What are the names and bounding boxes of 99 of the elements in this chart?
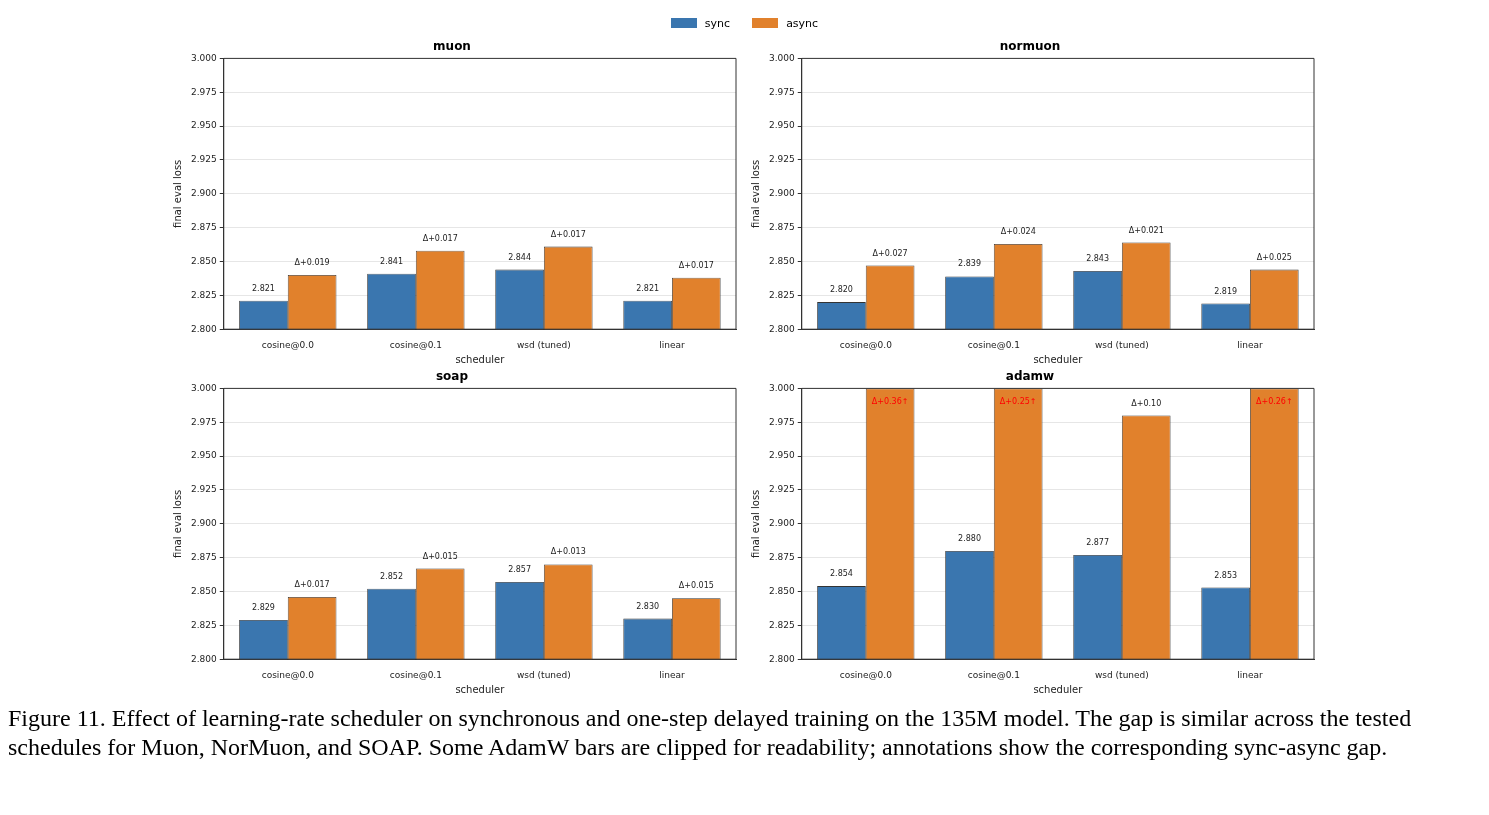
y-axis-title: final eval loss (171, 489, 183, 558)
y-tick-label: 2.800 (191, 653, 218, 664)
x-tick-label: wsd (tuned) (1094, 669, 1149, 680)
data-label: Δ+0.027 (872, 248, 908, 258)
y-tick-label: 2.825 (769, 619, 795, 630)
data-label: 2.830 (636, 601, 660, 611)
y-tick-label: 2.950 (191, 450, 218, 461)
y-tick-label: 2.925 (769, 484, 795, 495)
data-label: Δ+0.021 (1128, 225, 1164, 235)
data-label: 2.820 (830, 285, 853, 295)
x-tick-label: linear (659, 339, 685, 350)
y-tick-label: 2.900 (191, 518, 218, 529)
x-tick-label: wsd (tuned) (516, 339, 571, 350)
data-label: 2.877 (1086, 538, 1110, 548)
y-tick-label: 3.000 (191, 52, 218, 63)
data-label: Δ+0.025 (1256, 252, 1292, 262)
y-tick-label: 2.950 (191, 120, 218, 131)
y-tick-label: 2.825 (191, 289, 217, 300)
x-tick-label: linear (1237, 669, 1263, 680)
caption: Figure 11. Effect of learning-rate scheduler on synchronous and one-step delayed training on the 135M model. The gap is similar across the tested schedules for Muon, NorMuon, and SOAP. Some AdamW bars are clipped for readability; annotations show the corresponding sync-async gap. (8, 704, 1413, 762)
data-label: 2.829 (252, 603, 275, 613)
chart-title: adamw (1005, 369, 1055, 384)
y-tick-label: 2.800 (769, 323, 796, 334)
y-tick-label: 2.800 (769, 653, 796, 664)
data-label: 2.844 (508, 252, 532, 262)
data-label: 2.852 (380, 571, 403, 581)
x-tick-label: wsd (tuned) (516, 669, 571, 680)
legend-label: async (786, 16, 819, 30)
data-label: 2.880 (958, 533, 981, 543)
x-axis-title: scheduler (455, 353, 506, 365)
data-label: 2.839 (958, 259, 981, 269)
y-tick-label: 2.825 (191, 619, 217, 630)
x-tick-label: cosine@0.1 (389, 669, 442, 680)
y-tick-label: 2.900 (769, 518, 796, 529)
y-tick-label: 2.950 (769, 120, 796, 131)
data-label: Δ+0.25↑ (999, 397, 1037, 407)
y-tick-label: 3.000 (769, 382, 796, 393)
x-tick-label: cosine@0.0 (839, 339, 893, 350)
y-tick-label: 2.975 (191, 86, 217, 97)
y-axis-title: final eval loss (749, 489, 761, 558)
y-tick-label: 2.875 (769, 221, 795, 232)
y-tick-label: 2.850 (191, 585, 218, 596)
x-tick-label: cosine@0.1 (389, 339, 442, 350)
data-label: Δ+0.013 (550, 547, 586, 557)
legend-label: sync (704, 16, 731, 30)
y-tick-label: 2.850 (191, 255, 218, 266)
y-tick-label: 2.800 (191, 323, 218, 334)
y-tick-label: 2.850 (769, 585, 796, 596)
x-tick-label: cosine@0.0 (839, 669, 893, 680)
x-axis-title: scheduler (1033, 683, 1084, 695)
x-tick-label: cosine@0.0 (261, 339, 315, 350)
y-tick-label: 2.950 (769, 450, 796, 461)
x-tick-label: linear (659, 669, 685, 680)
y-tick-label: 2.975 (769, 86, 795, 97)
data-label: Δ+0.017 (294, 579, 330, 589)
data-label: Δ+0.024 (1000, 226, 1036, 236)
y-tick-label: 2.875 (191, 221, 217, 232)
y-tick-label: 2.850 (769, 255, 796, 266)
y-tick-label: 2.900 (769, 188, 796, 199)
data-label: 2.857 (508, 565, 532, 575)
data-label: 2.819 (1214, 286, 1238, 296)
y-tick-label: 2.925 (191, 484, 217, 495)
y-tick-label: 2.900 (191, 188, 218, 199)
data-label: Δ+0.015 (678, 581, 714, 591)
chart-title: normuon (999, 39, 1061, 54)
x-tick-label: linear (1237, 339, 1263, 350)
x-tick-label: cosine@0.1 (967, 669, 1020, 680)
y-tick-label: 2.875 (191, 551, 217, 562)
data-label: Δ+0.017 (678, 260, 714, 270)
data-label: Δ+0.015 (422, 551, 458, 561)
y-tick-label: 3.000 (191, 382, 218, 393)
x-tick-label: wsd (tuned) (1094, 339, 1149, 350)
y-tick-label: 2.975 (191, 416, 217, 427)
chart-title: soap (435, 369, 469, 384)
data-label: Δ+0.36↑ (871, 397, 909, 407)
data-label: Δ+0.017 (550, 229, 586, 239)
y-axis-title: final eval loss (171, 159, 183, 228)
y-tick-label: 2.975 (769, 416, 795, 427)
x-axis-title: scheduler (1033, 353, 1084, 365)
x-tick-label: cosine@0.1 (967, 339, 1020, 350)
y-tick-label: 2.925 (191, 154, 217, 165)
data-label: 2.843 (1086, 254, 1110, 264)
data-label: 2.854 (830, 569, 853, 579)
x-axis-title: scheduler (455, 683, 506, 695)
data-label: 2.821 (252, 283, 275, 293)
data-label: 2.821 (636, 283, 660, 293)
y-tick-label: 2.875 (769, 551, 795, 562)
y-tick-label: 2.925 (769, 154, 795, 165)
data-label: Δ+0.019 (294, 258, 330, 268)
data-label: 2.841 (380, 256, 403, 266)
data-label: 2.853 (1214, 570, 1238, 580)
data-label: Δ+0.26↑ (1255, 397, 1293, 407)
data-label: Δ+0.017 (422, 233, 458, 243)
data-label: Δ+0.10 (1131, 398, 1162, 408)
x-tick-label: cosine@0.0 (261, 669, 315, 680)
chart-title: muon (433, 39, 471, 54)
y-axis-title: final eval loss (749, 159, 761, 228)
y-tick-label: 2.825 (769, 289, 795, 300)
y-tick-label: 3.000 (769, 52, 796, 63)
